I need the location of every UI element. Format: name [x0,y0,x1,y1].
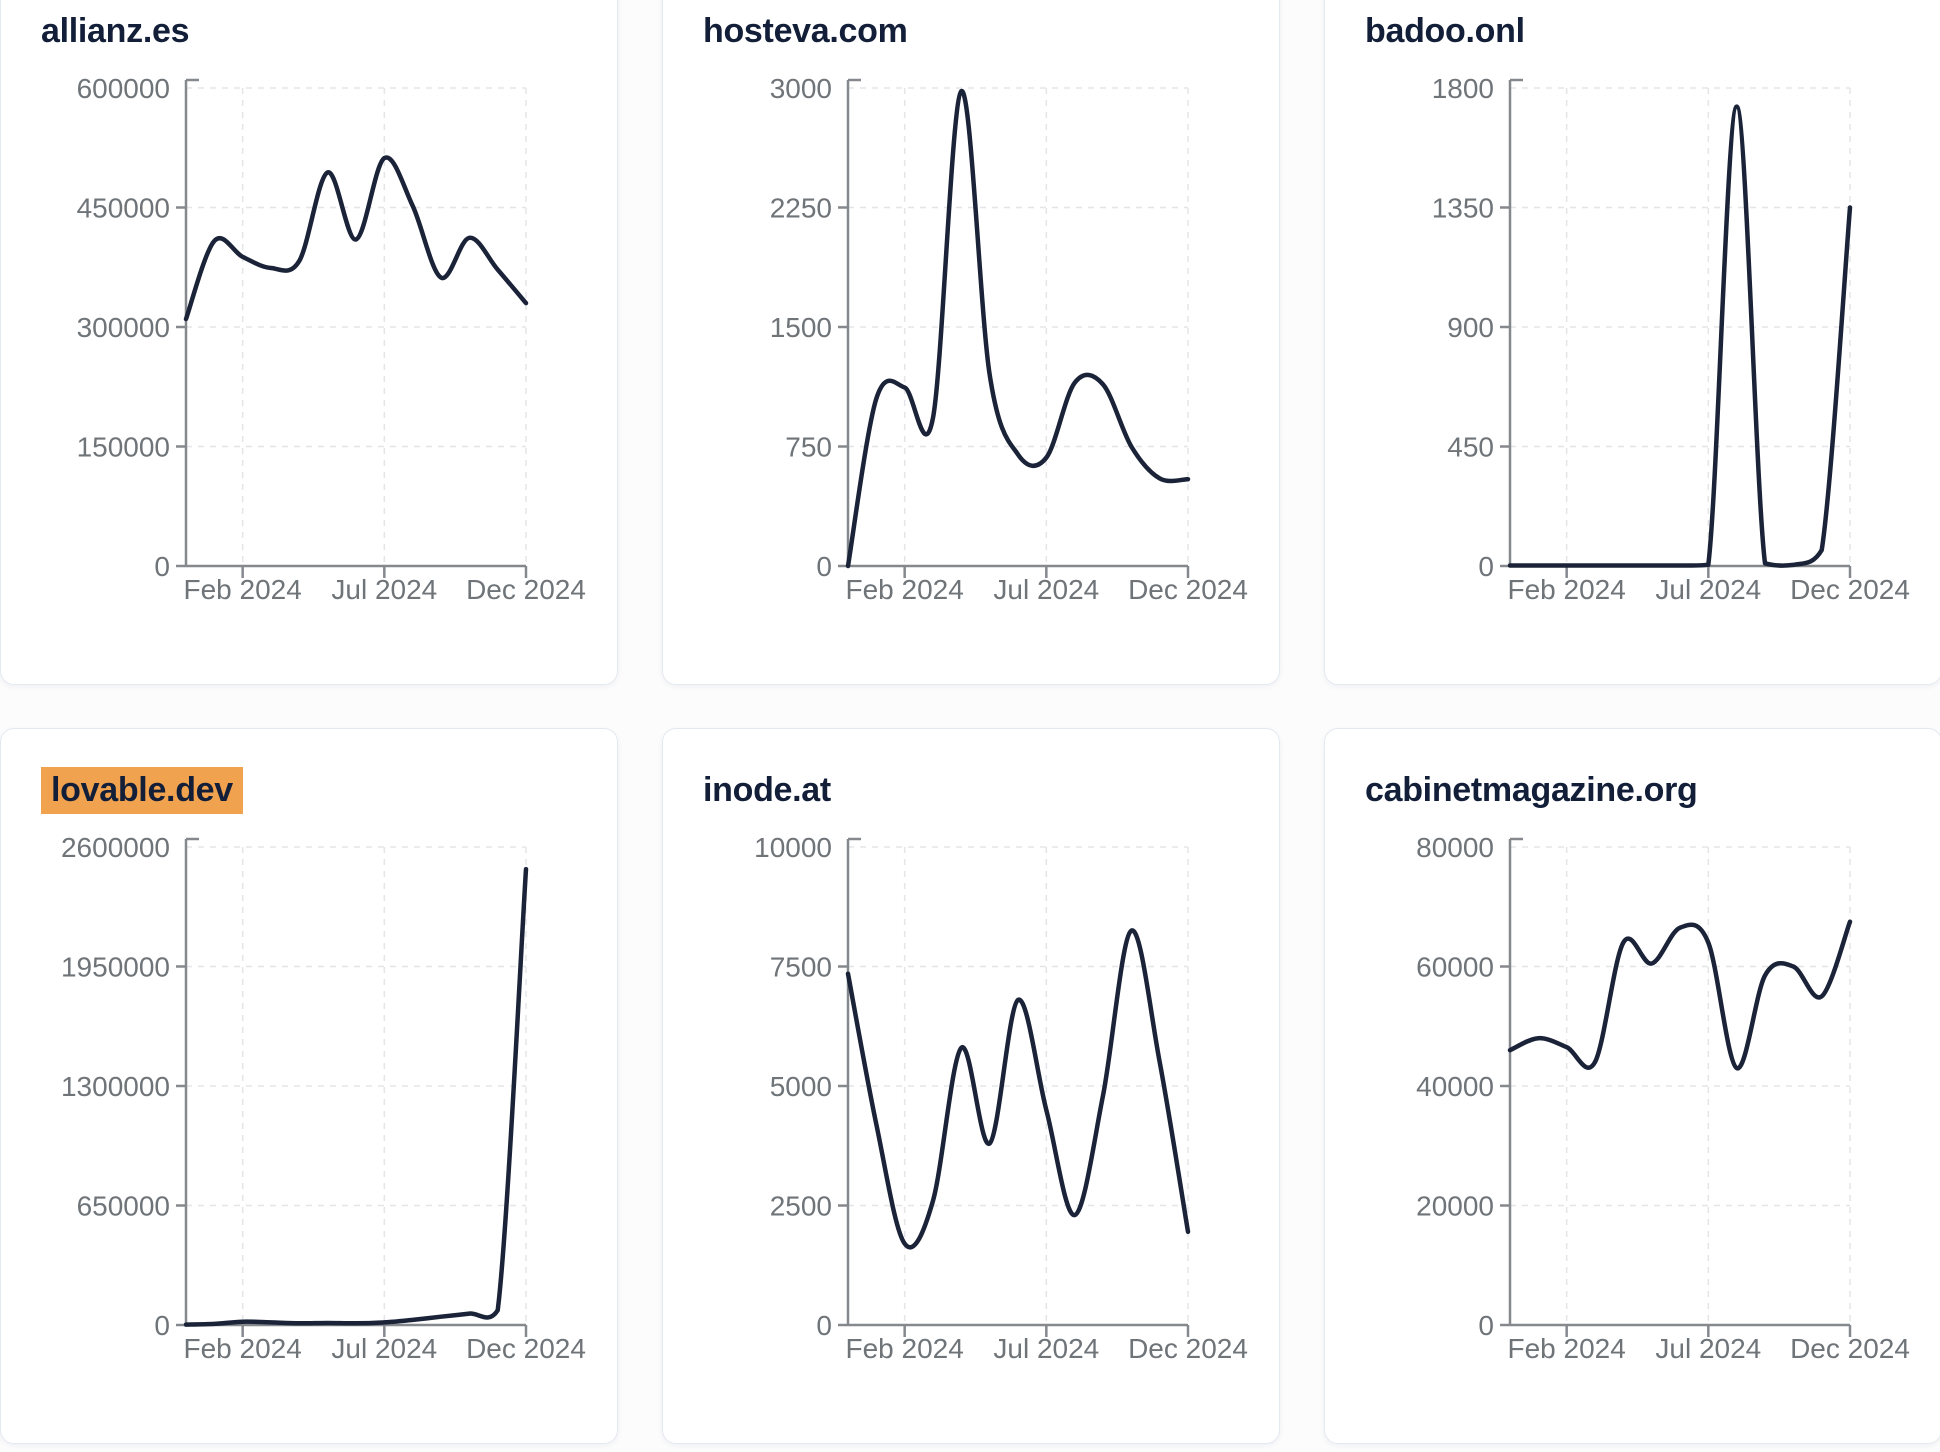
y-tick-label: 20000 [1416,1190,1494,1221]
chart-line [845,928,1191,1250]
x-tick-label: Jul 2024 [331,1333,437,1364]
chart-line [1507,104,1853,568]
y-tick-label: 900 [1447,312,1494,343]
x-tick-label: Jul 2024 [993,574,1099,605]
y-tick-label: 0 [154,551,170,582]
x-tick-label: Feb 2024 [184,574,302,605]
chart-card[interactable]: inode.at 0 2500 5000 7500 10000 Feb 2024 Jul 2… [662,728,1280,1444]
y-tick-label: 0 [1478,551,1494,582]
y-tick-label: 40000 [1416,1071,1494,1102]
line-chart: 0 20000 40000 60000 80000 Feb 2024 Jul 2024 Dec… [1416,832,1910,1364]
y-tick-label: 1500 [770,312,832,343]
y-tick-label: 450000 [77,192,170,223]
domain-label: hosteva.com [703,12,908,50]
y-tick-label: 300000 [77,312,170,343]
y-tick-label: 1300000 [61,1071,170,1102]
x-tick-label: Jul 2024 [331,574,437,605]
line-chart: 0 650000 1300000 1950000 2600000 Feb 2024 Jul … [61,832,586,1364]
x-tick-label: Dec 2024 [1790,1333,1910,1364]
chart-line [183,155,529,322]
x-tick-label: Dec 2024 [1128,1333,1248,1364]
y-tick-label: 450 [1447,431,1494,462]
x-tick-label: Dec 2024 [466,574,586,605]
y-tick-label: 3000 [770,73,832,104]
y-tick-label: 10000 [754,832,832,863]
chart-title: badoo.onl [1365,12,1525,51]
x-tick-label: Feb 2024 [1508,1333,1626,1364]
chart-card[interactable]: cabinetmagazine.org 0 20000 40000 60000 8000… [1324,728,1940,1444]
x-tick-label: Jul 2024 [1655,574,1761,605]
x-tick-label: Dec 2024 [1790,574,1910,605]
y-tick-label: 2600000 [61,832,170,863]
y-tick-label: 5000 [770,1071,832,1102]
chart-card[interactable]: hosteva.com 0 750 1500 2250 3000 Feb 2024 Jul … [662,0,1280,685]
y-tick-label: 2500 [770,1190,832,1221]
y-tick-label: 750 [785,431,832,462]
line-chart: 0 2500 5000 7500 10000 Feb 2024 Jul 2024 Dec 20… [754,832,1248,1364]
y-tick-label: 7500 [770,951,832,982]
line-chart: 0 750 1500 2250 3000 Feb 2024 Jul 2024 Dec 2024 [770,73,1248,605]
y-tick-label: 0 [1478,1310,1494,1341]
x-tick-label: Feb 2024 [1508,574,1626,605]
chart-line [183,866,529,1327]
y-tick-label: 1950000 [61,951,170,982]
chart-title: hosteva.com [703,12,908,51]
chart-title: cabinetmagazine.org [1365,771,1698,810]
x-tick-label: Feb 2024 [846,574,964,605]
y-tick-label: 2250 [770,192,832,223]
x-tick-label: Jul 2024 [1655,1333,1761,1364]
y-tick-label: 0 [816,1310,832,1341]
x-tick-label: Jul 2024 [993,1333,1099,1364]
x-tick-label: Dec 2024 [1128,574,1248,605]
y-tick-label: 0 [816,551,832,582]
domain-label: inode.at [703,771,831,809]
y-tick-label: 0 [154,1310,170,1341]
domain-label: allianz.es [41,12,190,50]
domain-label: cabinetmagazine.org [1365,771,1698,809]
y-tick-label: 1350 [1432,192,1494,223]
y-tick-label: 150000 [77,431,170,462]
domain-label: badoo.onl [1365,12,1525,50]
y-tick-label: 1800 [1432,73,1494,104]
chart-title: lovable.dev [41,767,243,814]
chart-line [1507,919,1853,1071]
y-tick-label: 600000 [77,73,170,104]
chart-title: inode.at [703,771,831,810]
x-tick-label: Feb 2024 [846,1333,964,1364]
y-tick-label: 60000 [1416,951,1494,982]
chart-card[interactable]: allianz.es 0 150000 300000 450000 600000 Feb … [0,0,618,685]
domain-label-highlighted: lovable.dev [41,767,243,814]
chart-line [845,88,1191,569]
x-tick-label: Feb 2024 [184,1333,302,1364]
y-tick-label: 80000 [1416,832,1494,863]
chart-card[interactable]: lovable.dev 0 650000 1300000 1950000 2600000… [0,728,618,1444]
line-chart: 0 150000 300000 450000 600000 Feb 2024 Jul 202… [77,73,586,605]
chart-card[interactable]: badoo.onl 0 450 900 1350 1800 Feb 2024 Jul 202… [1324,0,1940,685]
x-tick-label: Dec 2024 [466,1333,586,1364]
y-tick-label: 650000 [77,1190,170,1221]
line-chart: 0 450 900 1350 1800 Feb 2024 Jul 2024 Dec 2024 [1432,73,1910,605]
chart-title: allianz.es [41,12,190,51]
